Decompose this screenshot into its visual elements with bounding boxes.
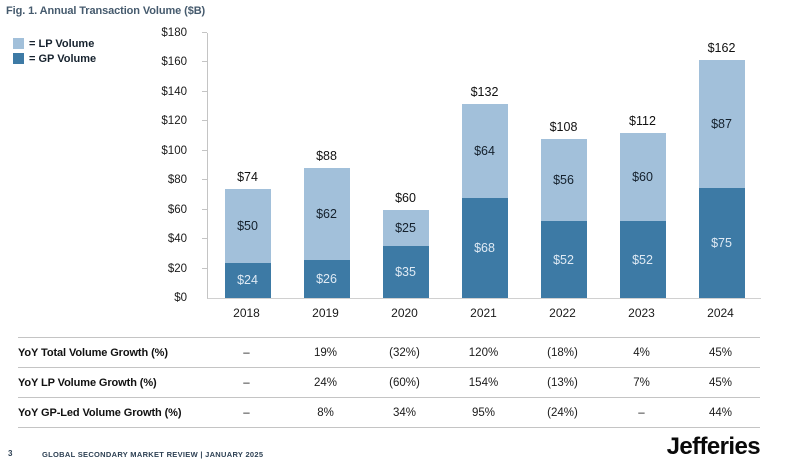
table-cell: (24%): [547, 406, 578, 419]
bar-total-label: $162: [707, 40, 736, 55]
y-axis-tick: [202, 120, 207, 122]
y-axis-tick: [202, 61, 207, 63]
legend-item-gp: = GP Volume: [13, 52, 96, 65]
gp-volume-segment: $75: [698, 187, 745, 298]
bar-total-label: $88: [316, 149, 337, 164]
gp-volume-segment: $52: [619, 221, 666, 298]
bar-group-2024: $162 $87 $75: [682, 33, 761, 298]
table-cell: (60%): [389, 376, 420, 389]
y-axis-tick-label: $80: [167, 174, 187, 187]
table-cell: –: [243, 346, 250, 359]
y-axis-tick-label: $20: [167, 262, 187, 275]
y-axis-tick-label: $140: [161, 85, 187, 98]
table-row: YoY LP Volume Growth (%) – 24% (60%) 154% (13…: [18, 367, 760, 397]
lp-color-swatch-icon: [13, 38, 24, 49]
y-axis-tick: [202, 179, 207, 181]
x-axis-label: 2020: [391, 306, 418, 320]
x-axis-label: 2024: [707, 306, 734, 320]
lp-volume-segment: $56: [540, 139, 587, 222]
legend-label-lp: = LP Volume: [29, 37, 95, 50]
table-cell: (32%): [389, 346, 420, 359]
table-cell: 120%: [468, 346, 499, 359]
legend-label-gp: = GP Volume: [29, 52, 97, 65]
jefferies-logo: Jefferies: [666, 433, 761, 460]
table-cell: 19%: [313, 346, 338, 359]
y-axis-tick: [202, 149, 207, 151]
y-axis-tick-label: $40: [167, 233, 187, 246]
bar-group-2019: $88 $62 $26: [287, 33, 366, 298]
x-axis-label: 2018: [233, 306, 260, 320]
table-row: YoY Total Volume Growth (%) – 19% (32%) 120%…: [18, 337, 760, 367]
table-row: YoY GP-Led Volume Growth (%) – 8% 34% 95% (24…: [18, 397, 760, 428]
lp-volume-segment: $62: [303, 168, 350, 260]
bar-total-label: $112: [629, 114, 656, 129]
chart-legend: = LP Volume = GP Volume: [13, 37, 96, 67]
table-cell: 45%: [708, 376, 733, 389]
bar-group-2018: $74 $50 $24: [208, 33, 287, 298]
y-axis-tick-label: $160: [161, 56, 187, 69]
legend-item-lp: = LP Volume: [13, 37, 96, 50]
table-cell: 154%: [468, 376, 499, 389]
bar-group-2020: $60 $25 $35: [366, 33, 445, 298]
y-axis-tick-label: $60: [167, 203, 187, 216]
y-axis-tick: [202, 32, 207, 33]
x-axis-label: 2019: [312, 306, 339, 320]
x-axis-label: 2021: [470, 306, 497, 320]
y-axis-tick-label: $120: [161, 115, 187, 128]
table-cell: (13%): [547, 376, 578, 389]
bar-group-2022: $108 $56 $52: [524, 33, 603, 298]
table-cell: 24%: [313, 376, 338, 389]
footer-text: GLOBAL SECONDARY MARKET REVIEW | JANUARY…: [42, 449, 264, 459]
table-cell: 44%: [708, 406, 733, 419]
table-cell: –: [638, 406, 645, 419]
table-cell: 95%: [471, 406, 496, 419]
x-axis-label: 2022: [549, 306, 576, 320]
growth-table: YoY Total Volume Growth (%) – 19% (32%) 120%…: [18, 337, 760, 428]
y-axis-tick: [202, 238, 207, 240]
gp-volume-segment: $68: [461, 197, 508, 298]
y-axis-labels: $180 $160 $140 $120 $100 $80 $60 $40 $20 $0: [120, 27, 187, 304]
lp-volume-segment: $60: [619, 133, 666, 222]
lp-volume-segment: $25: [382, 209, 429, 247]
table-cell: –: [243, 376, 250, 389]
bar-group-2021: $132 $64 $68: [445, 33, 524, 298]
table-row-label: YoY LP Volume Growth (%): [18, 376, 157, 389]
lp-volume-segment: $87: [698, 59, 745, 188]
bar-total-label: $60: [395, 190, 416, 205]
table-row-label: YoY GP-Led Volume Growth (%): [18, 406, 182, 419]
table-cell: 4%: [633, 346, 650, 359]
lp-volume-segment: $50: [224, 189, 271, 263]
bar-total-label: $74: [237, 170, 258, 185]
page-number: 3: [8, 449, 13, 458]
figure-title: Fig. 1. Annual Transaction Volume ($B): [6, 5, 206, 17]
table-cell: 7%: [633, 376, 650, 389]
y-axis-tick-label: $100: [161, 144, 187, 157]
gp-volume-segment: $35: [382, 246, 429, 298]
table-cell: –: [243, 406, 250, 419]
x-axis-label: 2023: [628, 306, 655, 320]
gp-color-swatch-icon: [13, 53, 24, 64]
y-axis-tick-label: $0: [174, 292, 187, 304]
plot-area: $74 $50 $24 $88 $62 $26 $60 $25 $35 $132 $64 $68 $10…: [202, 32, 761, 299]
lp-volume-segment: $64: [461, 103, 508, 198]
table-cell: 8%: [317, 406, 334, 419]
y-axis-tick-label: $180: [161, 27, 187, 39]
bar-group-2023: $112 $60 $52: [603, 33, 682, 298]
gp-volume-segment: $52: [540, 221, 587, 298]
y-axis-tick: [202, 90, 207, 92]
table-row-label: YoY Total Volume Growth (%): [18, 346, 168, 359]
table-cell: (18%): [547, 346, 578, 359]
x-axis-labels: 2018 2019 2020 2021 2022 2023 2024: [207, 306, 760, 320]
table-cell: 34%: [392, 406, 417, 419]
gp-volume-segment: $26: [303, 259, 350, 298]
y-axis-tick: [202, 208, 207, 210]
y-axis-tick: [202, 267, 207, 269]
table-cell: 45%: [708, 346, 733, 359]
bar-total-label: $132: [470, 84, 499, 99]
gp-volume-segment: $24: [224, 262, 271, 298]
bar-total-label: $108: [549, 120, 578, 135]
